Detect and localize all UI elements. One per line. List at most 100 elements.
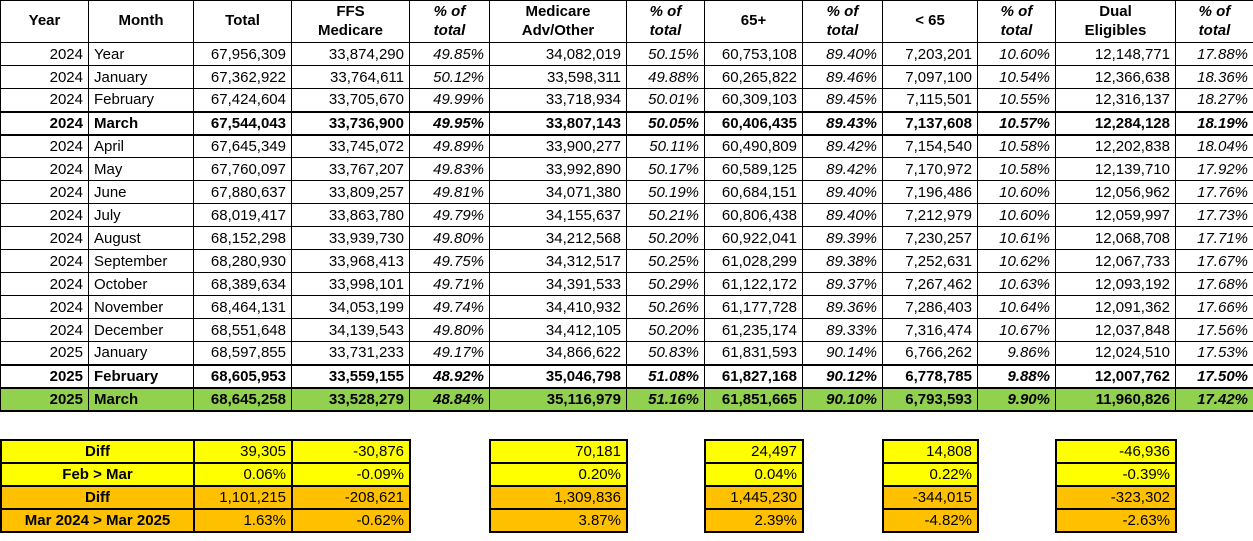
cell-pct-adv: 50.20% — [626, 318, 705, 342]
table-gap — [0, 412, 1253, 439]
col-header-pct-65-plus: % of total — [802, 0, 883, 43]
table-row: 2025 February 68,605,953 33,559,155 48.92% 35… — [0, 363, 1253, 389]
summary-empty-cell — [978, 439, 1056, 463]
col-header-65-plus: 65+ — [704, 0, 803, 43]
cell-year: 2024 — [0, 42, 89, 66]
summary-cell-ffs-medicare: -0.62% — [291, 507, 411, 533]
cell-year: 2024 — [0, 249, 89, 273]
cell-ffs-medicare: 33,767,207 — [291, 157, 410, 181]
summary-label: Feb > Mar — [0, 461, 195, 487]
summary-row: Mar 2024 > Mar 2025 1.63% -0.62% 3.87% 2.39%… — [0, 507, 1253, 533]
cell-medicare-adv-other: 33,992,890 — [489, 157, 627, 181]
table-row: 2024 November 68,464,131 34,053,199 49.74% 34… — [0, 295, 1253, 319]
summary-cell-under-65: 14,808 — [882, 438, 979, 464]
cell-medicare-adv-other: 34,082,019 — [489, 42, 627, 66]
cell-under-65: 7,170,972 — [882, 157, 978, 181]
cell-month: October — [88, 272, 194, 296]
summary-cell-dual-eligibles: -0.39% — [1055, 461, 1177, 487]
cell-total: 68,551,648 — [193, 318, 292, 342]
summary-cell-dual-eligibles: -323,302 — [1055, 484, 1177, 510]
cell-pct-65-plus: 90.10% — [802, 386, 883, 412]
cell-pct-ffs: 49.99% — [409, 88, 490, 112]
cell-dual-eligibles: 12,202,838 — [1055, 134, 1176, 158]
cell-total: 68,605,953 — [193, 363, 292, 389]
cell-under-65: 7,316,474 — [882, 318, 978, 342]
cell-ffs-medicare: 33,559,155 — [291, 363, 410, 389]
cell-pct-65-plus: 90.14% — [802, 341, 883, 365]
cell-65-plus: 60,265,822 — [704, 65, 803, 89]
cell-ffs-medicare: 33,731,233 — [291, 341, 410, 365]
cell-pct-65-plus: 89.39% — [802, 226, 883, 250]
cell-month: September — [88, 249, 194, 273]
summary-cell-ffs-medicare: -0.09% — [291, 461, 411, 487]
cell-medicare-adv-other: 33,807,143 — [489, 110, 627, 136]
summary-label: Diff — [0, 438, 195, 464]
col-header-pct-dual: % of total — [1175, 0, 1253, 43]
summary-empty-cell — [1176, 485, 1253, 509]
summary-cell-total: 1.63% — [193, 507, 293, 533]
summary-table: Diff 39,305 -30,876 70,181 24,497 14,808 -46,9… — [0, 438, 1253, 533]
cell-pct-dual: 18.36% — [1175, 65, 1253, 89]
cell-pct-ffs: 48.84% — [409, 386, 490, 412]
cell-pct-under-65: 9.88% — [977, 363, 1056, 389]
cell-under-65: 7,115,501 — [882, 88, 978, 112]
cell-65-plus: 61,028,299 — [704, 249, 803, 273]
cell-dual-eligibles: 12,091,362 — [1055, 295, 1176, 319]
summary-cell-under-65: -4.82% — [882, 507, 979, 533]
cell-dual-eligibles: 12,366,638 — [1055, 65, 1176, 89]
summary-cell-under-65: 0.22% — [882, 461, 979, 487]
cell-pct-dual: 17.88% — [1175, 42, 1253, 66]
cell-dual-eligibles: 12,067,733 — [1055, 249, 1176, 273]
cell-year: 2024 — [0, 110, 89, 136]
summary-empty-cell — [803, 508, 883, 532]
cell-total: 68,280,930 — [193, 249, 292, 273]
summary-empty-cell — [410, 508, 490, 532]
cell-pct-65-plus: 89.42% — [802, 157, 883, 181]
cell-month: February — [88, 363, 194, 389]
summary-cell-total: 39,305 — [193, 438, 293, 464]
summary-empty-cell — [410, 439, 490, 463]
cell-pct-adv: 50.21% — [626, 203, 705, 227]
cell-ffs-medicare: 34,053,199 — [291, 295, 410, 319]
cell-pct-under-65: 9.90% — [977, 386, 1056, 412]
cell-pct-ffs: 49.75% — [409, 249, 490, 273]
cell-65-plus: 60,490,809 — [704, 134, 803, 158]
cell-dual-eligibles: 12,007,762 — [1055, 363, 1176, 389]
cell-pct-ffs: 48.92% — [409, 363, 490, 389]
cell-under-65: 7,252,631 — [882, 249, 978, 273]
cell-pct-under-65: 10.58% — [977, 157, 1056, 181]
cell-month: May — [88, 157, 194, 181]
col-header-medicare-adv-other: Medicare Adv/Other — [489, 0, 627, 43]
cell-month: March — [88, 110, 194, 136]
cell-medicare-adv-other: 35,046,798 — [489, 363, 627, 389]
cell-dual-eligibles: 12,059,997 — [1055, 203, 1176, 227]
summary-empty-cell — [1176, 462, 1253, 486]
table-row: 2024 February 67,424,604 33,705,670 49.99% 33… — [0, 88, 1253, 112]
cell-total: 67,424,604 — [193, 88, 292, 112]
cell-total: 68,152,298 — [193, 226, 292, 250]
cell-pct-under-65: 10.54% — [977, 65, 1056, 89]
cell-65-plus: 60,753,108 — [704, 42, 803, 66]
cell-month: June — [88, 180, 194, 204]
cell-pct-65-plus: 89.42% — [802, 134, 883, 158]
cell-medicare-adv-other: 35,116,979 — [489, 386, 627, 412]
summary-cell-dual-eligibles: -2.63% — [1055, 507, 1177, 533]
table-row: 2025 January 68,597,855 33,731,233 49.17% 34,… — [0, 341, 1253, 365]
cell-year: 2024 — [0, 134, 89, 158]
cell-65-plus: 60,922,041 — [704, 226, 803, 250]
table-row: 2024 Year 67,956,309 33,874,290 49.85% 34,082… — [0, 42, 1253, 66]
cell-pct-adv: 51.08% — [626, 363, 705, 389]
summary-empty-cell — [627, 462, 705, 486]
cell-pct-adv: 50.20% — [626, 226, 705, 250]
cell-month: February — [88, 88, 194, 112]
cell-medicare-adv-other: 34,410,932 — [489, 295, 627, 319]
cell-pct-under-65: 10.60% — [977, 42, 1056, 66]
cell-total: 67,760,097 — [193, 157, 292, 181]
cell-pct-dual: 17.50% — [1175, 363, 1253, 389]
table-row: 2024 August 68,152,298 33,939,730 49.80% 34,2… — [0, 226, 1253, 250]
cell-pct-ffs: 49.83% — [409, 157, 490, 181]
cell-dual-eligibles: 12,056,962 — [1055, 180, 1176, 204]
summary-cell-under-65: -344,015 — [882, 484, 979, 510]
cell-dual-eligibles: 12,284,128 — [1055, 110, 1176, 136]
cell-ffs-medicare: 33,998,101 — [291, 272, 410, 296]
